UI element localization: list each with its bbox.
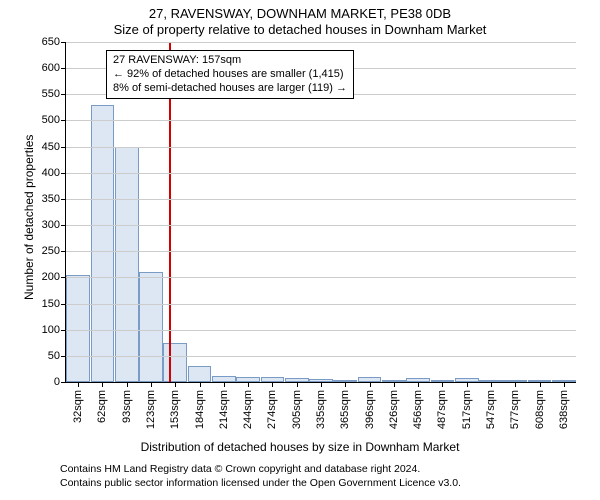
xtick-label: 153sqm bbox=[169, 390, 181, 429]
xtick-label: 214sqm bbox=[218, 390, 230, 429]
gridline-h bbox=[66, 330, 576, 331]
annotation-box: 27 RAVENSWAY: 157sqm ← 92% of detached h… bbox=[106, 50, 354, 99]
xtick-label: 638sqm bbox=[558, 390, 570, 429]
xtick-mark bbox=[491, 382, 492, 387]
footer-line-2: Contains public sector information licen… bbox=[60, 476, 461, 490]
xtick-label: 456sqm bbox=[412, 390, 424, 429]
xtick-label: 184sqm bbox=[194, 390, 206, 429]
xtick-mark bbox=[370, 382, 371, 387]
xtick-mark bbox=[321, 382, 322, 387]
xtick-mark bbox=[200, 382, 201, 387]
xtick-label: 93sqm bbox=[121, 390, 133, 423]
xtick-mark bbox=[272, 382, 273, 387]
xtick-label: 274sqm bbox=[266, 390, 278, 429]
xtick-mark bbox=[515, 382, 516, 387]
ytick-label: 100 bbox=[42, 324, 66, 336]
ytick-label: 400 bbox=[42, 167, 66, 179]
gridline-h bbox=[66, 251, 576, 252]
gridline-h bbox=[66, 147, 576, 148]
xtick-mark bbox=[540, 382, 541, 387]
ytick-label: 200 bbox=[42, 271, 66, 283]
xtick-mark bbox=[78, 382, 79, 387]
xtick-mark bbox=[224, 382, 225, 387]
footer-line-1: Contains HM Land Registry data © Crown c… bbox=[60, 462, 461, 476]
histogram-bar bbox=[115, 147, 139, 382]
ytick-label: 0 bbox=[54, 376, 66, 388]
xtick-mark bbox=[151, 382, 152, 387]
ytick-label: 450 bbox=[42, 141, 66, 153]
xtick-label: 577sqm bbox=[509, 390, 521, 429]
xtick-label: 62sqm bbox=[96, 390, 108, 423]
ytick-label: 250 bbox=[42, 245, 66, 257]
xtick-label: 547sqm bbox=[485, 390, 497, 429]
xtick-label: 305sqm bbox=[291, 390, 303, 429]
gridline-h bbox=[66, 277, 576, 278]
xtick-mark bbox=[248, 382, 249, 387]
xtick-mark bbox=[345, 382, 346, 387]
gridline-h bbox=[66, 356, 576, 357]
xtick-label: 487sqm bbox=[436, 390, 448, 429]
ytick-label: 550 bbox=[42, 88, 66, 100]
ytick-label: 650 bbox=[42, 36, 66, 48]
xtick-mark bbox=[564, 382, 565, 387]
xtick-mark bbox=[442, 382, 443, 387]
gridline-h bbox=[66, 173, 576, 174]
histogram-bar bbox=[66, 275, 90, 382]
ytick-label: 600 bbox=[42, 62, 66, 74]
histogram-bar bbox=[139, 272, 163, 382]
ytick-label: 150 bbox=[42, 298, 66, 310]
xtick-label: 123sqm bbox=[145, 390, 157, 429]
annotation-line-1: 27 RAVENSWAY: 157sqm bbox=[113, 54, 347, 68]
xtick-label: 244sqm bbox=[242, 390, 254, 429]
xtick-mark bbox=[297, 382, 298, 387]
gridline-h bbox=[66, 304, 576, 305]
xtick-label: 365sqm bbox=[339, 390, 351, 429]
annotation-line-3: 8% of semi-detached houses are larger (1… bbox=[113, 82, 347, 96]
xtick-label: 426sqm bbox=[388, 390, 400, 429]
xtick-mark bbox=[175, 382, 176, 387]
gridline-h bbox=[66, 42, 576, 43]
xtick-mark bbox=[418, 382, 419, 387]
gridline-h bbox=[66, 199, 576, 200]
gridline-h bbox=[66, 120, 576, 121]
x-axis-label: Distribution of detached houses by size … bbox=[0, 440, 600, 454]
xtick-label: 517sqm bbox=[461, 390, 473, 429]
histogram-bar bbox=[163, 343, 187, 382]
footer-attribution: Contains HM Land Registry data © Crown c… bbox=[60, 462, 461, 490]
xtick-mark bbox=[467, 382, 468, 387]
xtick-mark bbox=[127, 382, 128, 387]
y-axis-label: Number of detached properties bbox=[22, 135, 36, 300]
ytick-label: 50 bbox=[48, 350, 66, 362]
xtick-label: 396sqm bbox=[364, 390, 376, 429]
gridline-h bbox=[66, 225, 576, 226]
xtick-label: 608sqm bbox=[534, 390, 546, 429]
ytick-label: 350 bbox=[42, 193, 66, 205]
ytick-label: 500 bbox=[42, 114, 66, 126]
xtick-mark bbox=[394, 382, 395, 387]
xtick-mark bbox=[102, 382, 103, 387]
histogram-bar bbox=[188, 366, 212, 382]
xtick-label: 32sqm bbox=[72, 390, 84, 423]
ytick-label: 300 bbox=[42, 219, 66, 231]
annotation-line-2: ← 92% of detached houses are smaller (1,… bbox=[113, 68, 347, 82]
xtick-label: 335sqm bbox=[315, 390, 327, 429]
